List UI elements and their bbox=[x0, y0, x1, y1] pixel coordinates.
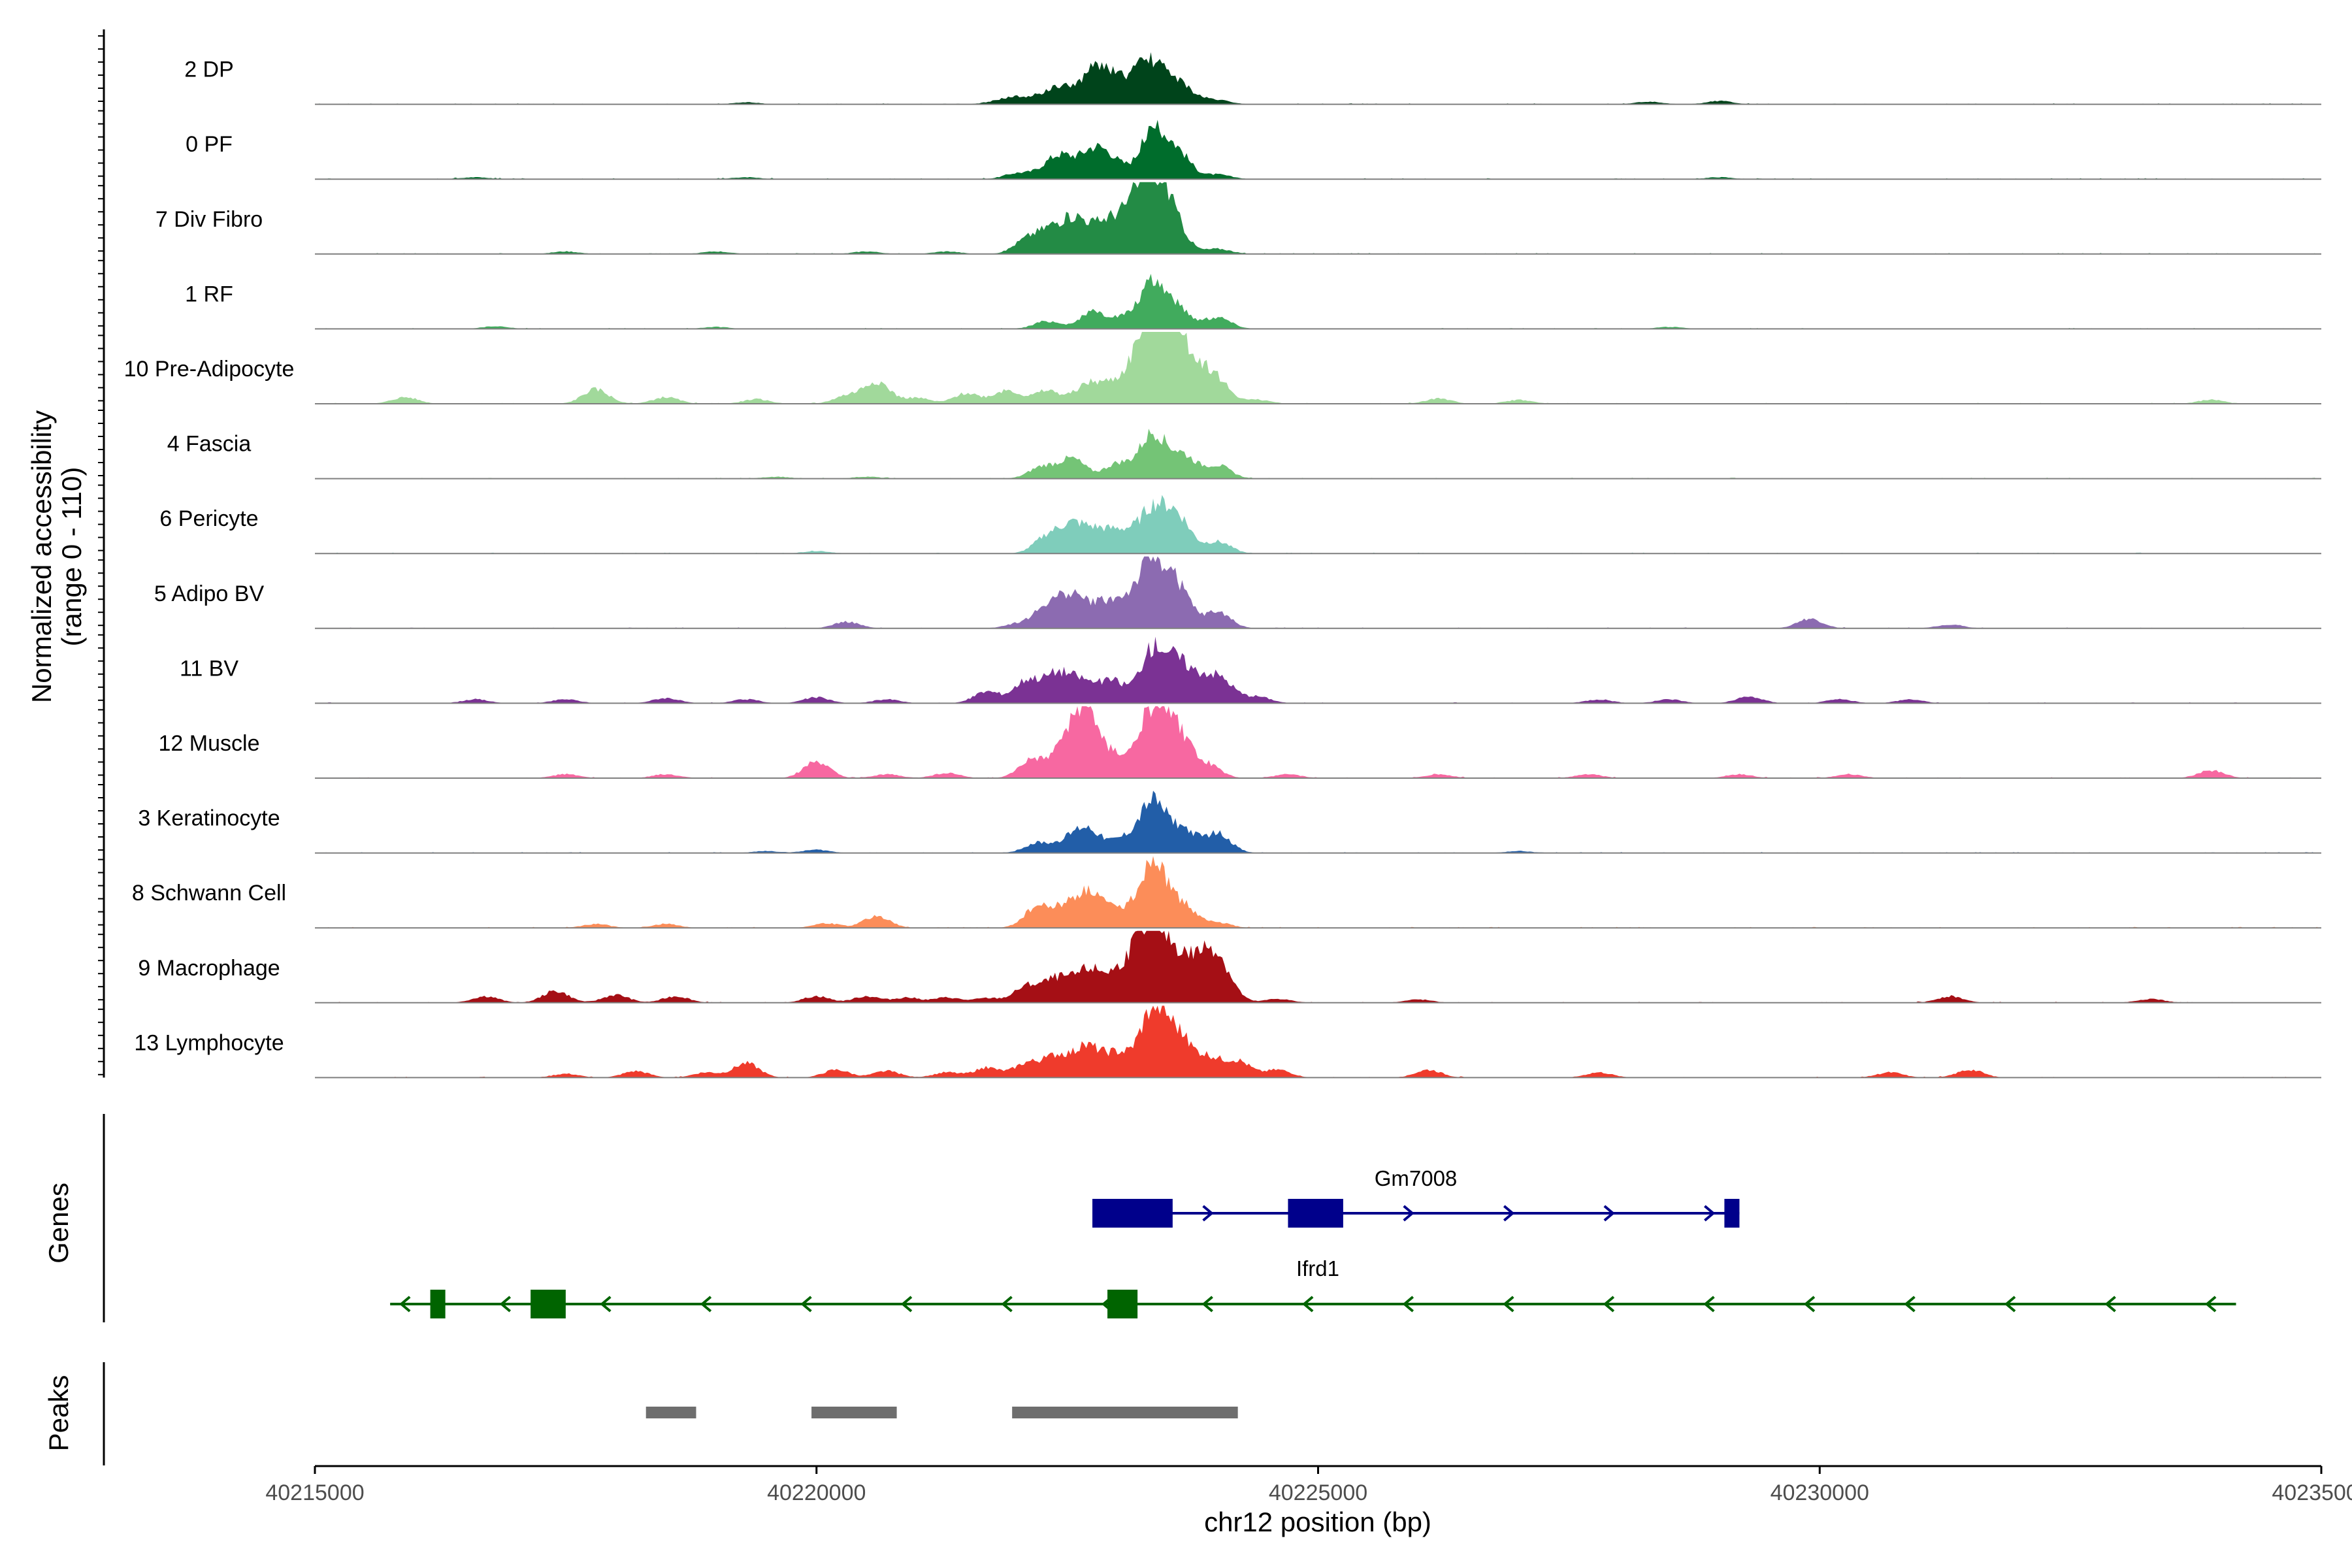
track-label: 8 Schwann Cell bbox=[132, 881, 286, 906]
coverage-area-5 bbox=[315, 332, 2321, 404]
strand-arrow bbox=[1201, 1296, 1213, 1313]
strand-arrow bbox=[2104, 1296, 2116, 1313]
track-label: 1 RF bbox=[185, 282, 233, 306]
track-label: 11 BV bbox=[180, 656, 238, 681]
x-axis: 40215000 40220000 40225000 40230000 40235000 bbox=[265, 1465, 2352, 1505]
coverage-tracks: 2 DP 0 PF 7 Div Fibro 1 RF 10 Pre-Adipocyte 4… bbox=[124, 52, 2321, 1079]
gene-label: Gm7008 bbox=[1375, 1166, 1458, 1190]
coverage-area-9 bbox=[315, 636, 2321, 704]
coverage-area-14 bbox=[315, 1005, 2321, 1078]
coverage-area-3 bbox=[315, 182, 2321, 254]
peak-track bbox=[103, 1362, 1238, 1465]
exon-block bbox=[430, 1290, 446, 1318]
strand-arrow bbox=[600, 1296, 612, 1313]
strand-arrow bbox=[1202, 1205, 1214, 1222]
exon-block bbox=[531, 1290, 566, 1318]
coverage-area-2 bbox=[315, 120, 2321, 180]
strand-arrow bbox=[1503, 1296, 1514, 1313]
strand-arrow bbox=[399, 1296, 411, 1313]
y-axis-range-label: (range 0 - 110) bbox=[56, 467, 87, 647]
coverage-area-7 bbox=[315, 495, 2321, 554]
strand-arrow bbox=[1904, 1296, 1916, 1313]
strand-arrow bbox=[700, 1296, 712, 1313]
strand-arrow bbox=[1302, 1296, 1314, 1313]
strand-arrow bbox=[900, 1296, 913, 1313]
strand-arrow bbox=[1403, 1205, 1414, 1222]
exon-block bbox=[1288, 1199, 1343, 1228]
y-axis-title: Normalized accessibility bbox=[26, 410, 57, 703]
peak-region bbox=[1012, 1407, 1238, 1418]
coverage-area-8 bbox=[315, 556, 2321, 629]
coverage-area-13 bbox=[315, 930, 2321, 1003]
genes-track-title: Genes bbox=[43, 1183, 74, 1264]
coverage-area-11 bbox=[315, 791, 2321, 853]
exon-block bbox=[1724, 1199, 1740, 1228]
strand-arrow bbox=[1001, 1296, 1013, 1313]
track-label: 3 Keratinocyte bbox=[138, 806, 280, 831]
x-axis-title: chr12 position (bp) bbox=[1204, 1507, 1431, 1537]
strand-arrow bbox=[1803, 1296, 1816, 1313]
coverage-area-10 bbox=[315, 706, 2321, 778]
track-label: 9 Macrophage bbox=[138, 956, 280, 981]
x-tick-label: 40220000 bbox=[767, 1480, 866, 1505]
peak-region bbox=[645, 1407, 696, 1418]
x-tick-label: 40215000 bbox=[265, 1480, 364, 1505]
track-label: 7 Div Fibro bbox=[155, 207, 263, 232]
strand-arrow bbox=[499, 1296, 512, 1313]
strand-arrow bbox=[1503, 1205, 1515, 1222]
x-tick-label: 40235000 bbox=[2272, 1480, 2352, 1505]
strand-arrow bbox=[1703, 1296, 1715, 1313]
exon-block bbox=[1092, 1199, 1173, 1228]
coverage-area-4 bbox=[315, 274, 2321, 329]
track-label: 12 Muscle bbox=[159, 731, 260, 756]
strand-arrow bbox=[2004, 1296, 2016, 1313]
coverage-area-12 bbox=[315, 856, 2321, 928]
strand-arrow bbox=[800, 1296, 812, 1313]
x-tick-label: 40225000 bbox=[1269, 1480, 1367, 1505]
exon-block bbox=[1107, 1290, 1138, 1318]
gene-track: Gm7008 Ifrd1 bbox=[103, 1114, 2236, 1322]
coverage-area-6 bbox=[315, 429, 2321, 479]
track-label: 5 Adipo BV bbox=[154, 581, 265, 606]
track-label: 0 PF bbox=[186, 132, 233, 157]
track-label: 10 Pre-Adipocyte bbox=[124, 357, 295, 382]
track-label: 13 Lymphocyte bbox=[134, 1030, 284, 1055]
track-label: 6 Pericyte bbox=[159, 506, 258, 531]
strand-arrow bbox=[1402, 1296, 1414, 1313]
coverage-area-1 bbox=[315, 52, 2321, 105]
peak-region bbox=[811, 1407, 897, 1418]
strand-arrow bbox=[1704, 1205, 1716, 1222]
axes-layer bbox=[98, 29, 105, 1078]
gene-label: Ifrd1 bbox=[1296, 1256, 1339, 1281]
x-tick-label: 40230000 bbox=[1771, 1480, 1869, 1505]
track-label: 2 DP bbox=[184, 57, 234, 82]
strand-arrow bbox=[2204, 1296, 2217, 1313]
track-label: 4 Fascia bbox=[167, 432, 252, 457]
peaks-track-title: Peaks bbox=[43, 1375, 74, 1452]
strand-arrow bbox=[1603, 1296, 1615, 1313]
strand-arrow bbox=[1603, 1205, 1615, 1222]
